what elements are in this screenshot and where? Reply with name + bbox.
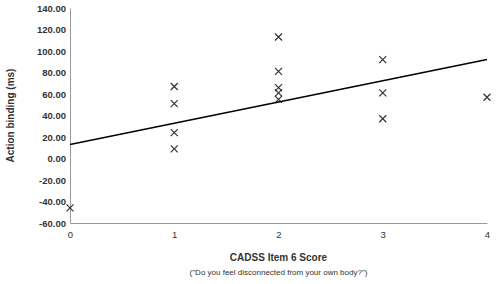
y-tick-label: 100.00 (37, 46, 66, 57)
x-tick-label: 1 (172, 229, 177, 240)
y-tick-label: 140.00 (37, 3, 66, 14)
plot: -60.00 -40.00 -20.00 0.00 20.00 40.00 60.00 80.… (37, 3, 491, 240)
y-axis-line (70, 9, 71, 224)
point (275, 89, 282, 96)
x-tick-label: 4 (485, 229, 490, 240)
chart: -60.00 -40.00 -20.00 0.00 20.00 40.00 60.00 80.… (0, 0, 500, 284)
x-tick: 2 (276, 223, 281, 240)
x-axis-subtitle: ("Do you feel disconnected from your own… (190, 268, 368, 277)
y-tick: -40.00 (39, 196, 70, 207)
y-tick-label: -40.00 (39, 196, 66, 207)
y-axis: -60.00 -40.00 -20.00 0.00 20.00 40.00 60.00 80.… (37, 3, 71, 229)
y-tick: 120.00 (37, 24, 70, 35)
y-tick: 0.00 (48, 153, 71, 164)
y-tick-label: 20.00 (42, 132, 66, 143)
x-tick: 0 (68, 223, 73, 240)
point (484, 94, 491, 101)
x-tick-label: 3 (381, 229, 386, 240)
y-axis-title: Action binding (ms) (5, 69, 16, 163)
x-tick: 1 (172, 223, 177, 240)
point (67, 204, 74, 211)
x-tick: 4 (485, 223, 490, 240)
point (275, 68, 282, 75)
y-tick: 40.00 (42, 110, 70, 121)
trend-line (70, 60, 487, 145)
y-tick: -20.00 (39, 175, 70, 186)
y-tick-label: 120.00 (37, 24, 66, 35)
x-axis: 0 1 2 3 4 (68, 223, 490, 240)
point (379, 56, 386, 63)
y-tick-label: -60.00 (39, 218, 66, 229)
point (171, 100, 178, 107)
x-tick: 3 (381, 223, 386, 240)
point (275, 34, 282, 41)
y-tick-label: 60.00 (42, 89, 66, 100)
y-tick-label: -20.00 (39, 175, 66, 186)
x-axis-title: CADSS Item 6 Score (230, 252, 328, 263)
point (171, 145, 178, 152)
point (379, 115, 386, 122)
y-tick: 140.00 (37, 3, 70, 14)
y-tick: 20.00 (42, 132, 70, 143)
y-tick: 100.00 (37, 46, 70, 57)
x-axis-line (71, 223, 488, 224)
x-tick-label: 0 (68, 229, 73, 240)
y-tick-label: 80.00 (42, 67, 66, 78)
y-tick: 60.00 (42, 89, 70, 100)
y-tick: 80.00 (42, 67, 70, 78)
point (171, 83, 178, 90)
y-tick-label: 40.00 (42, 110, 66, 121)
y-tick: -60.00 (39, 218, 70, 229)
marks (67, 34, 491, 212)
point (379, 89, 386, 96)
x-tick-label: 2 (276, 229, 281, 240)
point (171, 129, 178, 136)
y-tick-label: 0.00 (48, 153, 67, 164)
